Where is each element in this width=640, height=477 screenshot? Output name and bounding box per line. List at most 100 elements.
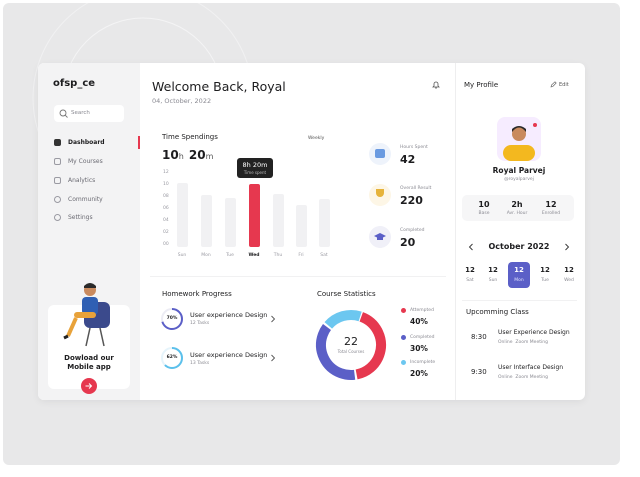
calendar-day: Mon [514,278,524,283]
y-label: 02 [163,230,169,235]
class-name: User Experience Design [498,329,570,336]
welcome-title: Welcome Back, Royal [152,79,286,94]
calendar-date[interactable]: 12 [514,266,524,274]
y-label: 10 [163,182,169,187]
homework-tasks: 13 Tasks [190,361,210,366]
class-platform: Zoom Meeting [515,340,548,345]
progress-ring [161,308,183,330]
promo-button[interactable] [80,377,98,395]
tooltip [237,158,273,178]
legend-dot [401,335,406,340]
promo-text: Mobile app [67,363,111,371]
search-box[interactable] [54,105,124,122]
bar [177,183,188,247]
class-time: 9:30 [471,368,487,376]
period-select[interactable]: Weekly [308,136,325,141]
y-label: 06 [163,206,169,211]
calendar-date[interactable]: 12 [465,266,475,274]
hours: 10 [162,148,179,162]
profile-name: Royal Parvej [492,166,546,175]
homework-tasks: 12 Tasks [190,321,210,326]
progress-percent: 62% [166,355,178,360]
class-mode: Online [498,375,513,380]
prev-month[interactable] [468,243,474,251]
nav-icon [54,158,61,165]
promo-illustration [63,283,110,347]
edit-icon[interactable] [550,81,557,88]
logo: ofsp_ce [53,78,96,89]
bar [201,195,212,247]
bar [319,199,330,247]
bar-active[interactable] [249,184,260,247]
day-label: Fri [298,253,304,258]
class-mode: Online [498,340,513,345]
panel-title: My Profile [464,81,499,89]
profile-stat-label: Base [478,211,490,216]
class-meta: Online Zoom Meeting [498,375,548,380]
day-label: Sat [320,253,328,258]
donut-total-label: Total Courses [337,349,365,354]
separator [462,300,577,301]
nav-icon [54,139,61,146]
nav-icon [54,214,61,221]
nav-item[interactable]: Analytics [68,177,96,184]
day-label: Wed [248,253,260,258]
y-label: 12 [163,170,169,175]
chevron[interactable] [270,354,276,362]
nav-item[interactable]: Settings [68,214,93,221]
active-indicator [138,136,140,149]
class-time: 8:30 [471,333,487,341]
stat-value: 220 [400,194,423,207]
profile-stat-value: 10 [478,200,490,209]
legend-value: 20% [410,369,428,378]
day-label: Mon [201,253,211,258]
legend-label: Completed [410,335,435,340]
calendar-day: Sun [488,278,498,283]
bell-icon[interactable] [431,80,441,90]
divider [455,63,456,400]
calendar-date[interactable]: 12 [564,266,574,274]
class-meta: Online Zoom Meeting [498,340,548,345]
donut-total: 22 [344,335,358,348]
y-label: 00 [163,242,169,247]
calendar-day: Wed [564,278,574,283]
calendar-day: Tue [541,278,549,283]
calendar-date[interactable]: 12 [488,266,498,274]
legend-value: 30% [410,344,428,353]
y-label: 08 [163,194,169,199]
profile-handle: @royalparvej [504,177,534,182]
legend-label: Attempted [410,308,434,313]
date: 04, October, 2022 [152,97,212,105]
tooltip-label: Time spent [243,170,267,175]
chevron[interactable] [270,315,276,323]
progress-ring [161,347,183,369]
card-title: Homework Progress [162,290,232,298]
homework-name: User experience Design [190,311,268,319]
nav-item[interactable]: Community [68,196,103,203]
class-name: User Interface Design [498,364,564,371]
nav-item[interactable]: Dashboard [68,139,105,146]
total-time: 10h 20m [162,144,213,163]
donut-segment [316,310,386,380]
nav-icon [54,196,61,203]
legend-value: 40% [410,317,428,326]
avatar [503,123,537,161]
nav-icon [54,177,61,184]
y-label: 04 [163,218,169,223]
day-label: Sun [177,253,187,258]
nav-item[interactable]: My Courses [68,158,103,165]
minutes-unit: m [205,152,214,161]
search-icon [59,109,68,118]
stat-value: 42 [400,153,416,166]
separator [150,276,446,277]
card-title: Course Statistics [317,290,376,298]
stat-glyph [375,149,385,158]
profile-stat-value: 12 [545,200,557,209]
calendar-date[interactable]: 12 [540,266,550,274]
profile-stat-label: Enrolled [541,211,561,216]
next-month[interactable] [564,243,570,251]
homework-name: User experience Design [190,351,268,359]
donut [316,310,386,380]
edit-link[interactable]: Edit [559,82,569,88]
profile-stat-label: Avr. Hour [506,211,528,216]
